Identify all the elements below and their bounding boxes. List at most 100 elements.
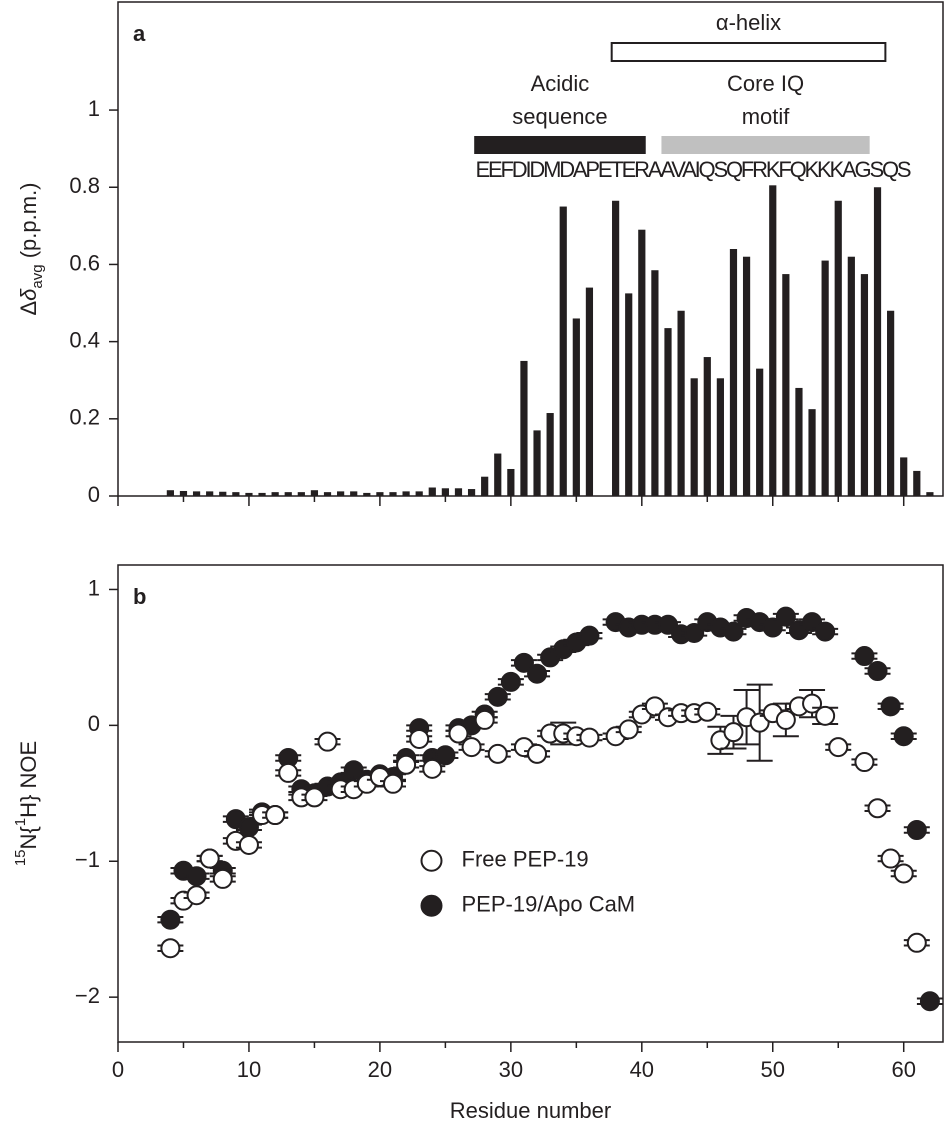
point [186,885,207,906]
bar [337,491,345,496]
point [815,705,836,726]
bar [219,491,227,496]
y-axis-label-part: δ [16,288,41,301]
bar [546,413,554,496]
plot-frame [117,564,944,1043]
x-tick-label: 0 [112,1057,124,1082]
bar [507,468,515,496]
bar [284,492,292,496]
bar [873,187,882,496]
y-tick-label: 0 [88,711,100,736]
annotation-label: Core IQ [727,71,804,96]
bar [533,430,541,496]
point [723,722,744,743]
bar [926,492,934,496]
bar [494,453,502,496]
point [186,866,207,887]
bar [323,492,332,496]
helix-box [610,42,887,62]
x-tick-label: 40 [630,1057,654,1082]
point [775,709,796,730]
x-tick-label: 50 [761,1057,785,1082]
point [461,737,482,758]
point [697,701,718,722]
point [513,652,534,673]
bar [690,378,698,496]
bar [428,487,436,496]
bar [441,488,449,496]
sequence-label: EEFDIDMDAPETERAAVAIQSQFRKFQKKKAGSQS [476,157,912,182]
y-tick-label: 0.8 [69,173,100,198]
point [265,805,286,826]
bar [612,200,620,496]
legend-label: Free PEP-19 [462,847,589,872]
legend-marker [420,849,443,872]
x-tick-label: 20 [368,1057,392,1082]
annotation-label: Acidic [531,71,590,96]
point [684,622,705,643]
y-tick-label: −1 [75,847,100,872]
x-axis-label: Residue number [450,1098,611,1123]
bar [363,492,371,496]
annotation-label: sequence [512,104,607,129]
point [579,625,600,646]
bar [913,470,921,496]
annotation-label: α-helix [716,10,781,35]
region-bar [661,136,870,154]
bar [664,328,672,496]
point [238,834,259,855]
x-tick-label: 30 [499,1057,523,1082]
bar [585,287,594,496]
bar [402,491,410,496]
bar [245,492,253,496]
bar [808,409,816,496]
y-tick-label: 0.6 [69,250,100,275]
y-tick-label: 1 [88,96,100,121]
point [500,671,521,692]
bar [481,476,489,496]
point [304,787,325,808]
point [317,731,338,752]
bar [625,293,633,496]
point [199,848,220,869]
bar [454,488,463,496]
legend-label: PEP-19/Apo CaM [462,892,636,917]
y-axis-label-part: (p.p.m.) [16,182,41,264]
point [383,773,403,794]
panel-label: b [133,584,146,609]
point [762,617,783,638]
point [278,762,299,783]
bar [376,492,384,496]
point [474,709,495,730]
bar [834,200,842,496]
panel-label: a [133,21,146,46]
point [160,909,181,930]
point [723,621,744,642]
y-tick-label: 0.2 [69,405,100,430]
bar [166,490,174,496]
bar [716,378,724,496]
y-axis-label-part: avg [29,264,46,288]
bar [729,249,738,496]
bar [258,492,266,496]
y-tick-label: 1 [88,575,100,600]
point [579,727,600,748]
point [618,719,639,740]
point [893,726,914,747]
point [854,752,875,773]
bar [703,357,711,496]
bar [651,270,659,496]
point [867,798,888,819]
point [396,754,417,775]
point [487,686,508,707]
annotation-label: motif [742,104,791,129]
point [893,863,914,884]
point [815,621,836,642]
y-axis-label-part: N{ [16,826,41,849]
point [422,758,443,779]
bar [192,491,201,496]
point [775,606,796,627]
